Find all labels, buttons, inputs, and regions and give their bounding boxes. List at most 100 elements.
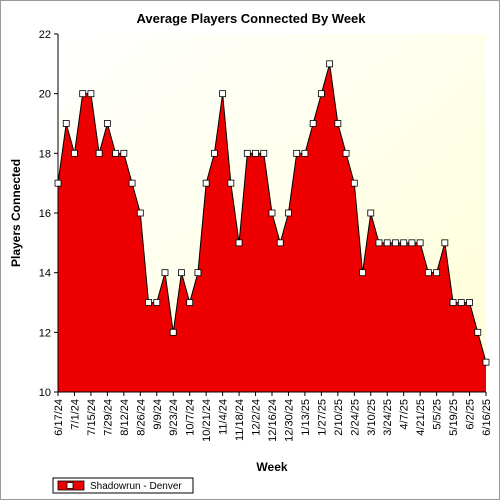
x-tick-label: 10/7/24 (185, 399, 197, 436)
data-point (301, 149, 309, 157)
legend: Shadowrun - Denver (52, 477, 194, 494)
data-point (194, 269, 202, 277)
y-tick-label: 16 (39, 208, 51, 220)
data-point (54, 179, 62, 187)
data-point (326, 60, 334, 68)
data-point (235, 239, 243, 247)
x-tick-label: 3/24/25 (382, 399, 394, 436)
data-markers (54, 60, 490, 366)
y-tick-label: 18 (39, 148, 51, 160)
data-point (293, 149, 301, 157)
y-axis-ticks: 10 12 14 16 18 20 22 (39, 29, 58, 399)
data-point (424, 269, 432, 277)
x-tick-label: 12/2/24 (251, 399, 263, 436)
data-point (153, 299, 161, 306)
data-point (145, 299, 152, 306)
legend-label: Shadowrun - Denver (90, 481, 182, 492)
data-point (400, 239, 408, 247)
data-point (219, 90, 227, 98)
x-tick-label: 10/21/24 (201, 399, 213, 442)
legend-box (52, 477, 194, 494)
x-tick-label: 8/26/24 (135, 399, 147, 436)
data-point (276, 239, 284, 247)
data-point (317, 90, 325, 98)
x-tick-label: 6/16/25 (481, 399, 493, 436)
chart-title: Average Players Connected By Week (136, 11, 366, 26)
x-tick-label: 2/10/25 (333, 399, 345, 436)
y-tick-label: 22 (39, 29, 51, 41)
data-point (392, 239, 399, 247)
data-point (408, 239, 416, 247)
data-point (309, 120, 317, 127)
data-point (243, 149, 251, 157)
data-point (186, 299, 194, 306)
data-point (136, 209, 144, 217)
y-tick-label: 14 (39, 268, 51, 280)
data-point (210, 149, 218, 157)
x-tick-label: 11/4/24 (218, 399, 230, 435)
data-point (95, 149, 103, 157)
data-point (342, 149, 350, 157)
data-point (71, 149, 78, 157)
x-tick-label: 1/13/25 (300, 399, 312, 436)
x-tick-label: 9/23/24 (168, 399, 180, 436)
data-point (383, 239, 391, 247)
data-point (268, 209, 276, 217)
data-point (178, 269, 185, 277)
y-tick-label: 12 (39, 327, 51, 339)
x-tick-label: 7/29/24 (102, 399, 114, 436)
data-point (227, 179, 235, 187)
data-point (79, 90, 87, 98)
data-point (112, 149, 120, 157)
y-tick-label: 10 (39, 387, 51, 399)
data-point (433, 269, 441, 277)
x-tick-label: 8/12/24 (119, 399, 131, 436)
x-tick-label: 7/15/24 (86, 399, 98, 436)
x-tick-label: 5/5/25 (432, 399, 444, 430)
data-point (441, 239, 449, 247)
x-tick-label: 4/21/25 (415, 399, 427, 436)
data-point (375, 239, 383, 247)
x-tick-label: 1/27/25 (316, 399, 328, 436)
data-point (62, 120, 70, 127)
x-tick-label: 4/7/25 (399, 399, 411, 430)
data-point (128, 179, 136, 187)
data-point (359, 269, 366, 277)
x-axis-ticks: 6/17/24 7/1/24 7/15/24 7/29/24 8/12/24 8/26/2… (53, 392, 493, 442)
x-tick-label: 9/9/24 (152, 399, 164, 430)
data-point (161, 269, 169, 277)
x-tick-label: 11/18/24 (234, 399, 246, 441)
data-point (252, 149, 259, 157)
data-point (285, 209, 292, 217)
data-point (202, 179, 210, 187)
data-point (457, 299, 465, 306)
x-tick-label: 12/16/24 (267, 399, 279, 442)
data-point (120, 149, 128, 157)
data-point (334, 120, 342, 127)
x-tick-label: 5/19/25 (448, 399, 460, 436)
data-point (449, 299, 457, 306)
data-point (103, 120, 111, 127)
x-tick-label: 3/10/25 (366, 399, 378, 436)
data-point (482, 358, 490, 366)
data-point (466, 299, 473, 306)
data-point (169, 328, 177, 336)
y-tick-label: 20 (39, 89, 51, 101)
data-point (474, 328, 482, 336)
x-tick-label: 7/1/24 (69, 399, 81, 430)
x-tick-label: 6/17/24 (53, 399, 65, 436)
series-area (58, 63, 486, 392)
y-axis-title: Players Connected (9, 159, 23, 267)
data-point (350, 179, 358, 187)
data-point (416, 239, 424, 247)
x-tick-label: 6/2/25 (465, 399, 477, 430)
x-axis-title: Week (256, 460, 287, 474)
data-point (87, 90, 95, 98)
legend-marker (66, 482, 74, 489)
x-tick-label: 2/24/25 (349, 399, 361, 436)
data-point (260, 149, 268, 157)
x-tick-label: 12/30/24 (283, 399, 295, 442)
data-point (367, 209, 375, 217)
